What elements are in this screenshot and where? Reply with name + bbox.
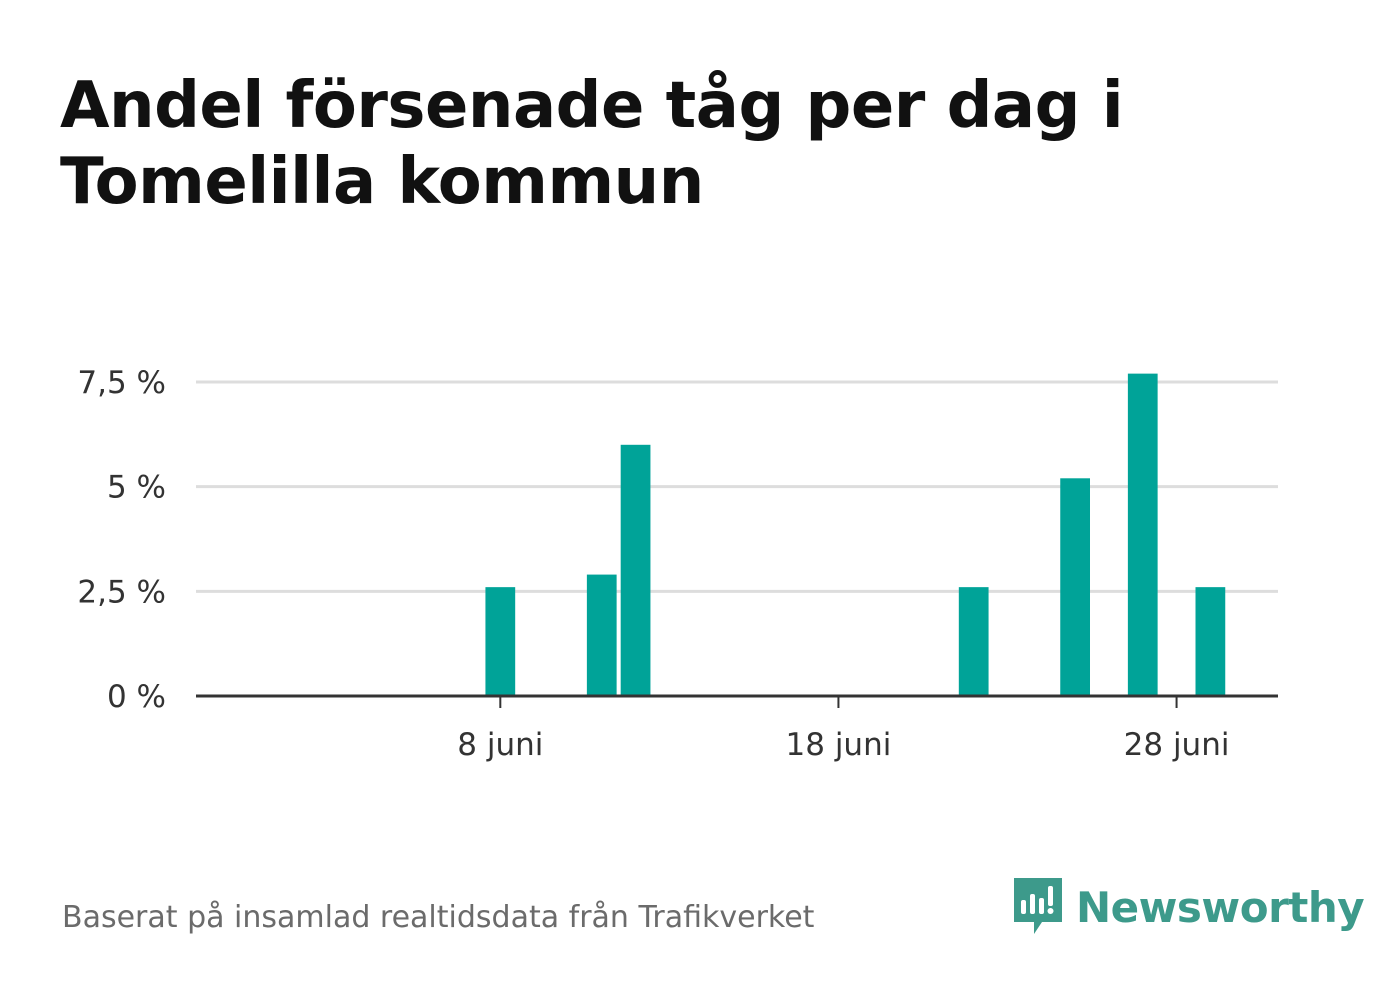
x-tick-label: 8 juni (457, 727, 543, 763)
y-tick-label: 7,5 % (77, 365, 166, 401)
chart-title: Andel försenade tåg per dag i Tomelilla … (60, 69, 1124, 219)
axes (196, 694, 1278, 708)
y-tick-label: 5 % (107, 470, 166, 506)
newsworthy-logo[interactable]: Newsworthy (1010, 876, 1365, 938)
bar (958, 587, 989, 696)
x-tick-label: 18 juni (786, 727, 892, 763)
bar (485, 587, 516, 696)
bar (1195, 587, 1226, 696)
gridlines (196, 380, 1278, 593)
bar (620, 444, 651, 696)
x-tick-label: 28 juni (1124, 727, 1230, 763)
tick-labels: 0 % 2,5 % 5 % 7,5 % 8 juni 18 juni 28 juni (77, 365, 1229, 763)
bar (1127, 373, 1158, 696)
y-tick-label: 0 % (107, 679, 166, 715)
source-note: Baserat på insamlad realtidsdata från Tr… (62, 900, 815, 935)
bar (1060, 478, 1091, 696)
newsworthy-icon (1014, 878, 1062, 934)
bar (586, 574, 617, 696)
y-tick-label: 2,5 % (77, 574, 166, 610)
bars (485, 373, 1226, 696)
brand-name: Newsworthy (1076, 882, 1365, 932)
